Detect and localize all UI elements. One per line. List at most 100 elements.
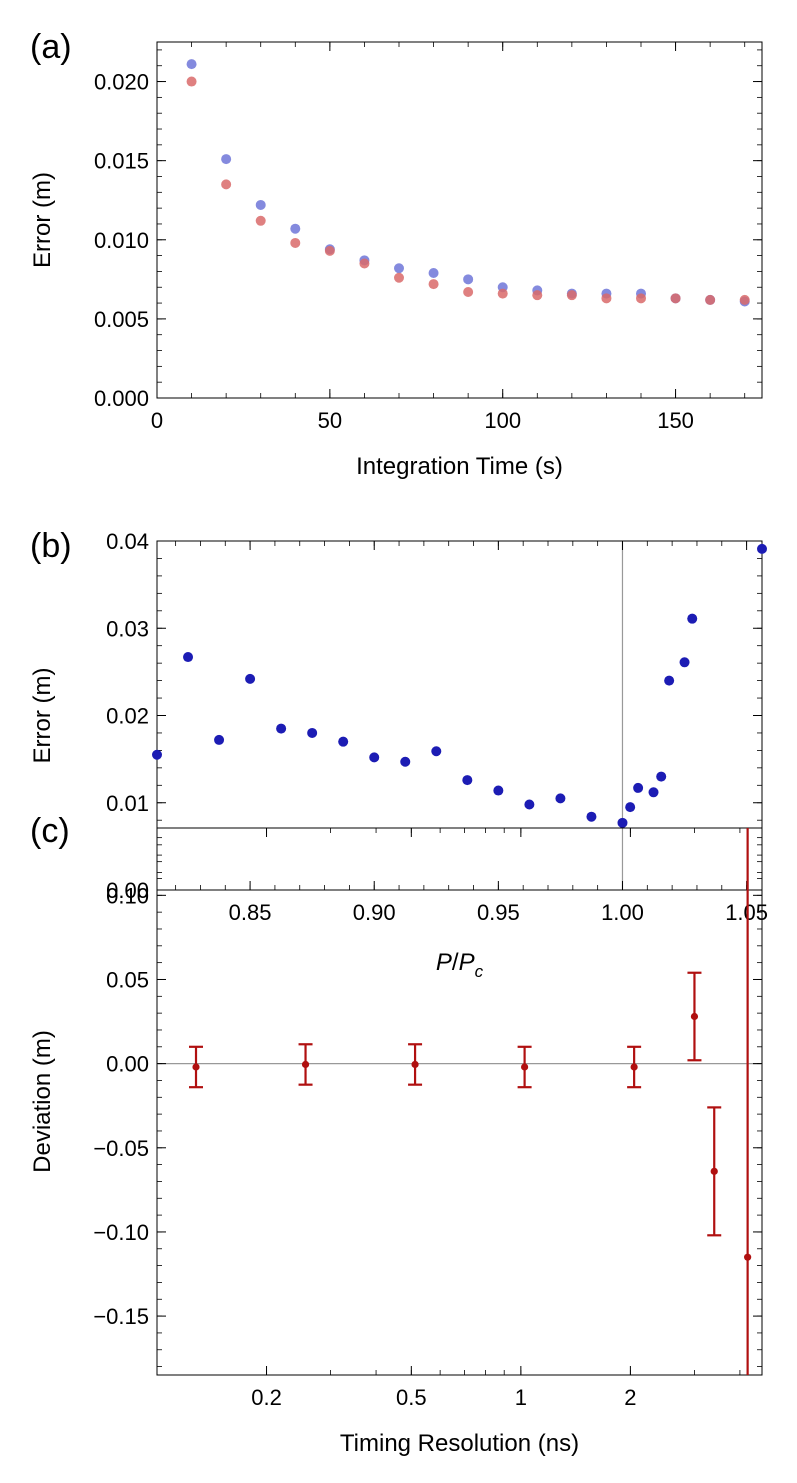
- y-tick-label: 0.020: [94, 70, 149, 95]
- x-axis-title: Timing Resolution (ns): [340, 1430, 579, 1457]
- data-point: [152, 749, 162, 760]
- chart-panel-a: 0 50 100 150 0.000 0.005 0.010 0.015 0.020 Error …: [29, 28, 763, 480]
- data-point: [359, 258, 370, 269]
- data-point: [192, 1063, 200, 1071]
- data-point: [245, 673, 256, 684]
- x-tick-label: 0.5: [396, 1385, 427, 1410]
- data-point: [255, 215, 266, 226]
- y-axis-title: Deviation (m): [29, 1030, 56, 1173]
- data-point: [463, 286, 474, 297]
- y-tick-label: 0.02: [106, 704, 149, 729]
- series-blue: [186, 59, 750, 307]
- data-point: [338, 736, 349, 747]
- data-point: [290, 223, 301, 234]
- data-point: [400, 756, 411, 767]
- data-point: [221, 179, 232, 190]
- y-tick-label: 0.03: [106, 616, 149, 641]
- x-tick-label: 100: [484, 408, 521, 433]
- data-point: [186, 76, 197, 87]
- data-point: [463, 274, 474, 285]
- data-point: [428, 268, 439, 279]
- data-point: [493, 785, 504, 796]
- y-tick-label: 0.00: [106, 878, 149, 903]
- data-point: [411, 1060, 419, 1069]
- panel-label: (c): [30, 812, 70, 850]
- data-point: [586, 811, 597, 822]
- plot-frame: [156, 827, 763, 1376]
- data-point: [744, 1253, 752, 1261]
- data-point: [664, 675, 675, 686]
- data-point: [601, 293, 612, 304]
- panel-label: (b): [30, 527, 72, 565]
- data-point: [705, 294, 716, 305]
- y-tick-label: 0.05: [106, 967, 149, 992]
- data-point: [301, 1060, 310, 1069]
- data-point: [636, 293, 646, 304]
- data-point: [214, 734, 225, 745]
- data-point: [617, 817, 628, 828]
- x-tick-label: 0.85: [229, 900, 272, 925]
- data-point: [394, 263, 404, 274]
- data-point: [186, 59, 197, 70]
- data-point: [679, 657, 690, 668]
- x-axis-title-sub: c: [475, 962, 484, 981]
- data-point: [221, 154, 232, 165]
- plot-frame: [156, 41, 763, 399]
- data-point: [276, 723, 287, 734]
- data-point: [521, 1063, 529, 1071]
- data-point: [648, 787, 659, 798]
- data-point: [532, 290, 543, 301]
- y-tick-label: 0.10: [106, 883, 149, 908]
- data-point: [625, 802, 636, 813]
- y-tick-label: −0.05: [93, 1136, 149, 1161]
- y-tick-label: 0.005: [94, 307, 149, 332]
- y-tick-label: 0.010: [94, 228, 149, 253]
- data-point: [630, 1063, 638, 1071]
- x-tick-label: 2: [624, 1385, 636, 1410]
- x-tick-label: 0: [151, 408, 163, 433]
- data-point: [690, 1012, 699, 1021]
- x-axis-title-sep: /: [452, 949, 459, 976]
- x-axis-title-num: P: [436, 949, 452, 976]
- data-point: [394, 272, 404, 283]
- series-deviation: [189, 828, 752, 1375]
- x-tick-label: 1: [515, 1385, 527, 1410]
- data-point: [431, 746, 442, 757]
- data-point: [524, 799, 535, 810]
- data-point: [428, 279, 439, 290]
- data-point: [290, 237, 301, 248]
- data-point: [369, 752, 380, 763]
- x-tick-label: 0.90: [353, 900, 396, 925]
- data-point: [555, 793, 566, 804]
- y-tick-label: 0.01: [106, 791, 149, 816]
- x-tick-label: 150: [657, 408, 694, 433]
- data-point: [183, 652, 194, 663]
- y-tick-label: −0.15: [93, 1304, 149, 1329]
- data-point: [497, 288, 508, 299]
- y-axis-title: Error (m): [29, 668, 56, 764]
- y-tick-label: −0.10: [93, 1220, 149, 1245]
- plot-frame: [156, 540, 763, 891]
- data-point: [757, 543, 767, 554]
- series-data: [152, 543, 767, 828]
- chart-panel-b: 0.850.900.951.001.050.000.010.020.030.04…: [29, 527, 768, 981]
- data-point: [656, 771, 667, 782]
- data-point: [462, 775, 473, 786]
- panel-label: (a): [30, 28, 72, 66]
- x-tick-label: 0.2: [251, 1385, 282, 1410]
- y-tick-label: 0.00: [106, 1052, 149, 1077]
- data-point: [566, 290, 577, 301]
- y-tick-label: 0.000: [94, 386, 149, 411]
- x-axis-title-den: P: [459, 949, 475, 976]
- data-point: [324, 245, 335, 256]
- data-point: [739, 294, 750, 305]
- x-axis-title: P/Pc: [436, 949, 484, 981]
- y-tick-label: 0.04: [106, 529, 149, 554]
- data-point: [687, 613, 698, 624]
- x-tick-label: 50: [318, 408, 342, 433]
- data-point: [307, 727, 318, 738]
- data-point: [633, 782, 644, 793]
- series-red: [186, 76, 750, 305]
- x-tick-label: 0.95: [477, 900, 520, 925]
- x-tick-label: 1.00: [601, 900, 644, 925]
